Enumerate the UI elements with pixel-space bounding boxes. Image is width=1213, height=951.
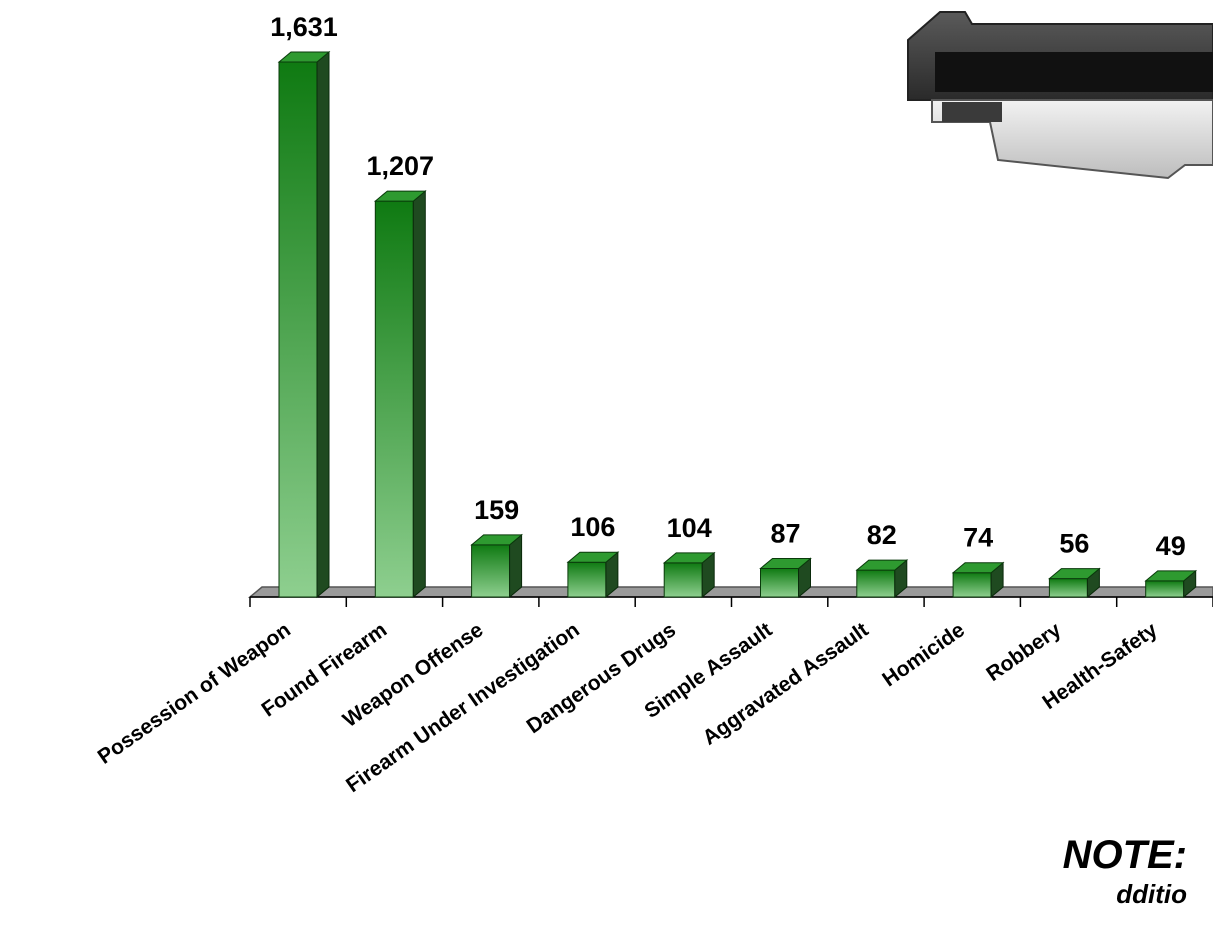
category-label: Homicide — [878, 618, 969, 691]
bar — [951, 561, 1005, 599]
bar-front — [471, 544, 511, 598]
bar-side — [316, 50, 330, 599]
value-label: 49 — [1156, 531, 1186, 561]
bar-front — [952, 572, 992, 598]
note-title: NOTE: — [1062, 833, 1187, 877]
bar-front — [1048, 578, 1088, 598]
value-label: 56 — [1059, 529, 1089, 559]
bar — [855, 559, 909, 599]
value-label: 1,631 — [270, 12, 338, 42]
bar-front — [760, 567, 799, 598]
value-label: 82 — [867, 520, 897, 550]
category-label: Robbery — [982, 618, 1065, 686]
bar-top — [1144, 570, 1198, 582]
bar-side — [412, 190, 426, 599]
bar-top — [566, 551, 620, 563]
bar-top — [759, 557, 812, 569]
value-label: 104 — [667, 513, 712, 543]
bar-front — [374, 200, 414, 598]
bar — [373, 190, 427, 599]
value-label: 106 — [570, 512, 615, 542]
bar — [662, 551, 716, 599]
bar — [1144, 569, 1198, 599]
bar-front — [1145, 580, 1185, 598]
value-label: 1,207 — [367, 151, 435, 181]
bar-side — [509, 533, 523, 599]
bar — [277, 50, 331, 599]
value-label: 159 — [474, 495, 519, 525]
bar-front — [567, 561, 607, 598]
bar-front — [278, 61, 318, 598]
bar — [566, 551, 620, 599]
value-label: 87 — [770, 518, 800, 548]
bar-top — [373, 190, 427, 202]
bar-front — [856, 569, 896, 598]
bar-top — [855, 559, 909, 571]
category-label: Aggravated Assault — [699, 618, 873, 750]
bars-group — [277, 50, 1198, 599]
bar — [470, 533, 523, 599]
value-label: 74 — [963, 523, 993, 553]
value-labels-group: 1,631 1,207 159 106 104 87 82 74 56 49 — [270, 12, 1186, 561]
bar-top — [1048, 568, 1101, 580]
bar — [1048, 567, 1101, 599]
bar — [759, 557, 812, 599]
note-block: NOTE: dditio — [1063, 832, 1187, 910]
bar-top — [951, 562, 1005, 574]
bar-top — [277, 51, 331, 63]
bar-front — [663, 562, 703, 598]
bar-top — [470, 534, 523, 546]
bar-top — [662, 552, 716, 564]
category-label: Possession of Weapon — [94, 618, 295, 768]
handgun-icon — [907, 11, 1213, 180]
note-text: dditio — [1116, 879, 1187, 909]
